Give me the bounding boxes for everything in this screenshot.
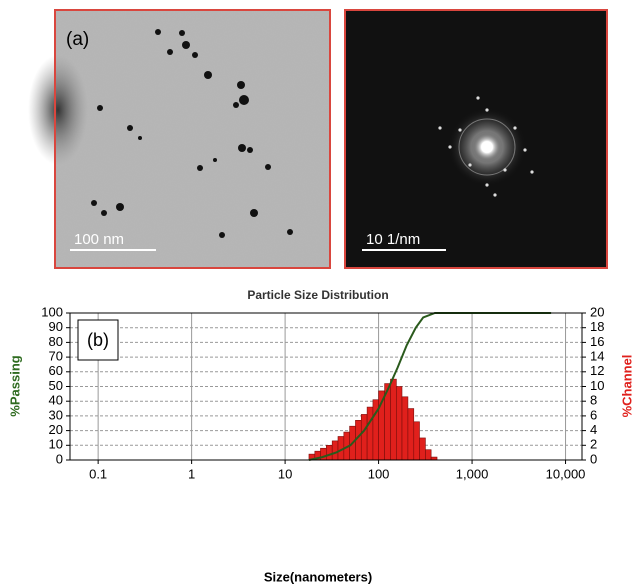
particle	[127, 125, 133, 131]
diffraction-spot	[530, 170, 534, 174]
y2-tick-label: 6	[590, 407, 597, 422]
particle	[247, 147, 253, 153]
y-tick-label: 100	[41, 304, 63, 319]
y2-tick-label: 4	[590, 422, 597, 437]
y2-tick-label: 12	[590, 363, 604, 378]
diffraction-spot	[485, 108, 489, 112]
scale-label: 100 nm	[74, 231, 124, 248]
dark-region	[28, 55, 88, 165]
y2-tick-label: 14	[590, 349, 604, 364]
image-grain	[55, 10, 330, 268]
particle	[219, 232, 225, 238]
x-axis-label: Size(nanometers)	[264, 569, 372, 584]
cumulative-line	[308, 312, 552, 461]
diffraction-spot	[513, 126, 517, 130]
bar	[366, 406, 374, 461]
y2-tick-label: 0	[590, 451, 597, 466]
y2-tick-label: 8	[590, 393, 597, 408]
bar	[401, 396, 409, 461]
particle	[213, 158, 217, 162]
x-tick-label: 1,000	[456, 466, 489, 481]
particle	[287, 229, 293, 235]
plot-frame	[69, 312, 583, 461]
y2-tick-label: 20	[590, 304, 604, 319]
panel-label-box	[77, 319, 119, 361]
particle	[101, 210, 107, 216]
particle	[182, 41, 190, 49]
diffraction-center	[471, 131, 503, 163]
bar	[407, 408, 415, 461]
particle	[204, 71, 212, 79]
y-tick-label: 70	[49, 349, 63, 364]
particle	[155, 29, 161, 35]
x-tick-label: 1	[188, 466, 195, 481]
diffraction-image: 10 1/nm	[344, 9, 608, 269]
y-tick-label: 10	[49, 437, 63, 452]
diffraction-spot	[503, 168, 507, 172]
x-tick-label: 10	[278, 466, 292, 481]
bar	[390, 378, 397, 461]
x-tick-label: 100	[368, 466, 390, 481]
y2-tick-label: 16	[590, 334, 604, 349]
particle	[167, 49, 173, 55]
particle	[238, 144, 246, 152]
diffraction-spot	[485, 183, 489, 187]
image-border	[54, 9, 331, 269]
tem-image: (a) 100 nm	[28, 9, 331, 269]
y-tick-label: 30	[49, 407, 63, 422]
particle	[116, 203, 124, 211]
diffraction-spot	[493, 193, 497, 197]
chart: Particle Size Distribution Size(nanomete…	[7, 288, 634, 584]
bar	[419, 437, 426, 461]
particle	[197, 165, 203, 171]
y2-tick-label: 2	[590, 437, 597, 452]
diffraction-ring	[458, 118, 516, 176]
scale-label: 10 1/nm	[366, 231, 420, 248]
y-tick-label: 0	[56, 451, 63, 466]
y2-axis-label: %Channel	[619, 355, 634, 418]
particle	[239, 95, 249, 105]
x-tick-label: 10,000	[546, 466, 586, 481]
panel-label: (a)	[66, 29, 89, 50]
bar	[396, 386, 403, 461]
diffraction-spot	[438, 126, 442, 130]
diffraction-spot	[523, 148, 527, 152]
diffraction-spot	[468, 163, 472, 167]
bar	[360, 414, 368, 461]
y-tick-label: 40	[49, 393, 63, 408]
y-tick-label: 60	[49, 363, 63, 378]
particle	[233, 102, 239, 108]
particle	[250, 209, 258, 217]
chart-title: Particle Size Distribution	[247, 288, 388, 302]
particle	[97, 105, 103, 111]
y-tick-label: 80	[49, 334, 63, 349]
x-tick-label: 0.1	[89, 466, 107, 481]
panel-label: (b)	[87, 330, 109, 350]
y2-tick-label: 18	[590, 319, 604, 334]
y-tick-label: 90	[49, 319, 63, 334]
particle	[237, 81, 245, 89]
y2-tick-label: 10	[590, 378, 604, 393]
particle	[179, 30, 185, 36]
diffraction-spot	[458, 128, 462, 132]
diffraction-spot	[476, 96, 480, 100]
y-tick-label: 50	[49, 378, 63, 393]
particle	[91, 200, 97, 206]
bar	[425, 449, 432, 461]
bar	[331, 440, 339, 461]
bar	[326, 444, 333, 461]
y-axis-label: %Passing	[7, 355, 22, 416]
y-tick-label: 20	[49, 422, 63, 437]
particle	[138, 136, 142, 140]
particle	[265, 164, 271, 170]
diffraction-spot	[448, 145, 452, 149]
bar	[413, 421, 420, 461]
particle	[192, 52, 198, 58]
